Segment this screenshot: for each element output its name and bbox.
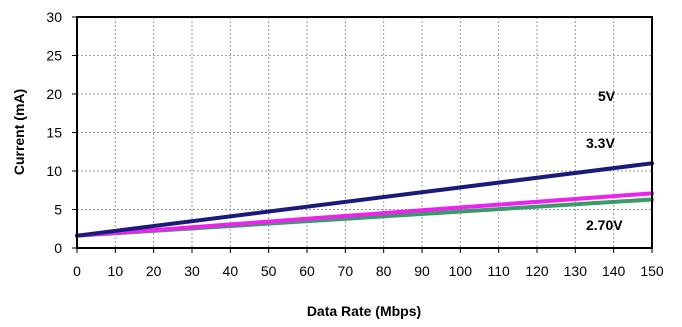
x-tick-label: 100 [449,263,473,279]
x-tick-label: 80 [376,263,392,279]
x-tick-label: 60 [299,263,315,279]
y-tick-label: 5 [54,202,62,218]
x-tick-label: 30 [184,263,200,279]
x-tick-label: 70 [338,263,354,279]
x-tick-label: 140 [602,263,626,279]
x-axis-title: Data Rate (Mbps) [307,303,421,319]
series-line-5v [75,161,654,238]
x-tick-label: 130 [564,263,588,279]
x-tick-label: 110 [488,263,511,279]
x-tick-label: 50 [261,263,277,279]
x-tick-label: 90 [414,263,430,279]
y-tick-label: 20 [46,86,62,102]
series-label-2-70v: 2.70V [586,217,623,233]
series-label-5v: 5V [598,88,616,104]
plot-background [77,17,652,248]
y-tick-label: 15 [46,125,62,141]
y-axis-title: Current (mA) [11,89,27,175]
x-tick-label: 20 [146,263,162,279]
y-tick-label: 10 [46,163,62,179]
axis-ticks: 0 10 20 30 40 50 60 70 80 90 100 110 120 130 140 150 0 5 1… [46,9,663,279]
x-tick-label: 40 [223,263,239,279]
series-label-3-3v: 3.3V [586,135,615,151]
series-line-3-3v [75,191,654,238]
x-tick-label: 10 [108,263,124,279]
series-lines [75,161,654,238]
y-tick-label: 0 [54,240,62,256]
series-labels: 5V 3.3V 2.70V [586,88,623,233]
y-tick-label: 25 [46,48,62,64]
x-tick-label: 150 [640,263,664,279]
x-tick-label: 120 [525,263,549,279]
y-tick-label: 30 [46,9,62,25]
x-tick-label: 0 [73,263,81,279]
